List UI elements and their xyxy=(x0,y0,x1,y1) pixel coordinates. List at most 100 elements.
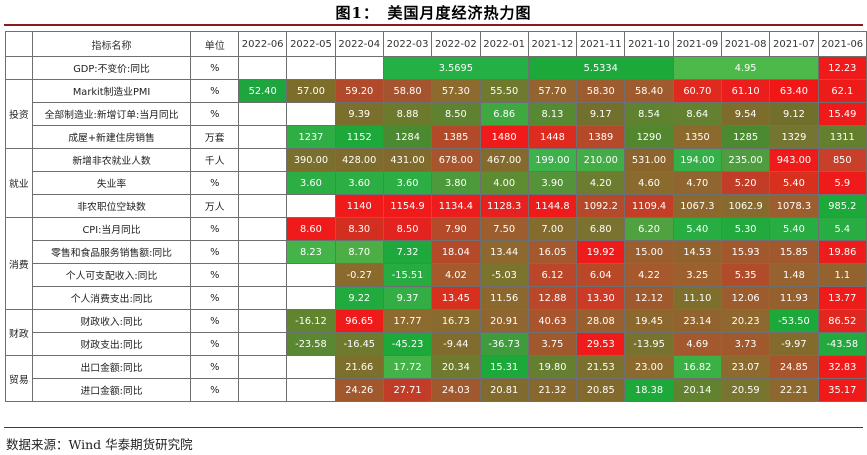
column-header: 2021-10 xyxy=(624,31,674,57)
heatmap-cell xyxy=(286,194,336,218)
group-label: 贸易 xyxy=(5,355,33,402)
heatmap-cell: 3.60 xyxy=(382,171,433,195)
group-label xyxy=(5,56,33,80)
heatmap-cell: 4.20 xyxy=(576,171,626,195)
heatmap-cell: 678.00 xyxy=(431,148,481,172)
heatmap-cell: 9.39 xyxy=(334,102,384,126)
source-divider xyxy=(4,427,863,428)
heatmap-cell: 19.45 xyxy=(624,309,674,333)
heatmap-cell: 1062.9 xyxy=(720,194,771,218)
heatmap-cell: 15.93 xyxy=(720,240,771,264)
heatmap-cell xyxy=(238,148,288,172)
indicator-unit: 千人 xyxy=(190,148,240,172)
heatmap-cell: 4.70 xyxy=(672,171,722,195)
heatmap-cell xyxy=(238,286,288,310)
heatmap-cell: 235.00 xyxy=(720,148,771,172)
heatmap-cell: -45.23 xyxy=(382,332,433,356)
heatmap-cell: 9.12 xyxy=(769,102,819,126)
heatmap-cell: -0.27 xyxy=(334,263,384,287)
heatmap-cell: 19.80 xyxy=(527,355,578,379)
table-row: 成屋+新建住房销售 万套 1237 1152 1284 1385 1480 1448 1389 1… xyxy=(6,125,867,149)
heatmap-cell: 6.20 xyxy=(624,217,674,241)
heatmap-cell: 28.08 xyxy=(576,309,626,333)
indicator-name: Markit制造业PMI xyxy=(31,79,192,103)
heatmap-cell: 13.45 xyxy=(431,286,481,310)
heatmap-cell: 11.93 xyxy=(769,286,819,310)
indicator-unit: % xyxy=(190,355,240,379)
heatmap-cell: 1448 xyxy=(527,125,578,149)
heatmap-cell: 3.60 xyxy=(334,171,384,195)
heatmap-cell: 6.12 xyxy=(527,263,578,287)
indicator-unit: % xyxy=(190,171,240,195)
heatmap-cell: 17.72 xyxy=(382,355,433,379)
heatmap-cell: 96.65 xyxy=(334,309,384,333)
heatmap-cell: 7.00 xyxy=(527,217,578,241)
heatmap-cell: 24.26 xyxy=(334,378,384,402)
indicator-unit: % xyxy=(190,286,240,310)
heatmap-cell: 1385 xyxy=(431,125,481,149)
heatmap-cell xyxy=(238,332,288,356)
heatmap-cell: -15.51 xyxy=(382,263,433,287)
heatmap-cell: 1329 xyxy=(769,125,819,149)
heatmap-cell: 16.82 xyxy=(672,355,722,379)
heatmap-cell: 5.40 xyxy=(769,171,819,195)
heatmap-cell: -23.58 xyxy=(286,332,336,356)
heatmap-cell: 9.22 xyxy=(334,286,384,310)
heatmap-cell: 35.17 xyxy=(817,378,867,402)
heatmap-cell: 16.73 xyxy=(431,309,481,333)
heatmap-cell: 62.1 xyxy=(817,79,867,103)
heatmap-cell: 4.69 xyxy=(672,332,722,356)
heatmap-cell: 8.64 xyxy=(672,102,722,126)
heatmap-cell: 467.00 xyxy=(479,148,529,172)
heatmap-cell: 1078.3 xyxy=(769,194,819,218)
heatmap-cell: 20.34 xyxy=(431,355,481,379)
heatmap-cell: 1480 xyxy=(479,125,529,149)
heatmap-cell: 19.86 xyxy=(817,240,867,264)
table-row: 贸易 出口金额:同比% 21.66 17.72 20.34 15.31 19.80 21.53… xyxy=(5,355,867,402)
heatmap-cell: 428.00 xyxy=(334,148,384,172)
table-row: 全部制造业:新增订单:当月同比% 9.39 8.88 8.50 6.86 8.13 9.17… xyxy=(6,102,867,126)
heatmap-cell: 20.23 xyxy=(720,309,771,333)
heatmap-cell: 943.00 xyxy=(769,148,819,172)
heatmap-cell: 8.23 xyxy=(286,240,336,264)
indicator-name: 非农职位空缺数 xyxy=(31,194,192,218)
table-row: 失业率% 3.60 3.60 3.60 3.80 4.00 3.90 4.20 4.60 4.70… xyxy=(6,171,867,195)
column-header: 2021-08 xyxy=(720,31,771,57)
heatmap-cell: 23.14 xyxy=(672,309,722,333)
heatmap-cell: 3.73 xyxy=(720,332,771,356)
heatmap-cell: 24.03 xyxy=(431,378,481,402)
heatmap-cell: 850 xyxy=(817,148,867,172)
heatmap-table: 指标名称 单位 2022-06 2022-05 2022-04 2022-03 2022… xyxy=(5,31,867,402)
indicator-unit: % xyxy=(190,56,240,80)
heatmap-cell xyxy=(238,102,288,126)
heatmap-cell: -9.44 xyxy=(431,332,481,356)
heatmap-cell: 57.00 xyxy=(286,79,336,103)
heatmap-cell: 15.31 xyxy=(479,355,529,379)
heatmap-cell: -43.58 xyxy=(817,332,867,356)
heatmap-cell: 57.70 xyxy=(527,79,578,103)
chart-title: 图1： 美国月度经济热力图 xyxy=(335,4,532,22)
column-header: 2021-09 xyxy=(672,31,722,57)
heatmap-cell: -13.95 xyxy=(624,332,674,356)
heatmap-cell: 8.13 xyxy=(527,102,578,126)
heatmap-cell: 86.52 xyxy=(817,309,867,333)
heatmap-cell: 6.86 xyxy=(479,102,529,126)
heatmap-cell: 15.49 xyxy=(817,102,867,126)
indicator-unit: % xyxy=(190,309,240,333)
table-row: 就业 新增非农就业人数 千人 390.00 428.00 431.00 678.00 467.… xyxy=(5,148,867,218)
table-row: 个人可支配收入:同比% -0.27 -15.51 4.02 -5.03 6.12 6.04 4… xyxy=(6,263,867,287)
heatmap-cell: 59.20 xyxy=(334,79,384,103)
indicator-unit: % xyxy=(190,378,240,402)
heatmap-cell: 58.80 xyxy=(382,79,433,103)
heatmap-cell: 1092.2 xyxy=(576,194,626,218)
heatmap-cell: 55.50 xyxy=(479,79,529,103)
indicator-unit: 万套 xyxy=(190,125,240,149)
heatmap-cell xyxy=(334,56,384,80)
heatmap-cell xyxy=(238,309,288,333)
table-row: GDP:不变价:同比% 3.5695 5.5334 4.95 12.23 xyxy=(5,56,867,80)
group-label: 投资 xyxy=(5,79,33,149)
heatmap-cell: 20.91 xyxy=(479,309,529,333)
heatmap-cell: 1134.4 xyxy=(431,194,481,218)
column-header: 2021-11 xyxy=(576,31,626,57)
indicator-name: 全部制造业:新增订单:当月同比 xyxy=(31,102,192,126)
